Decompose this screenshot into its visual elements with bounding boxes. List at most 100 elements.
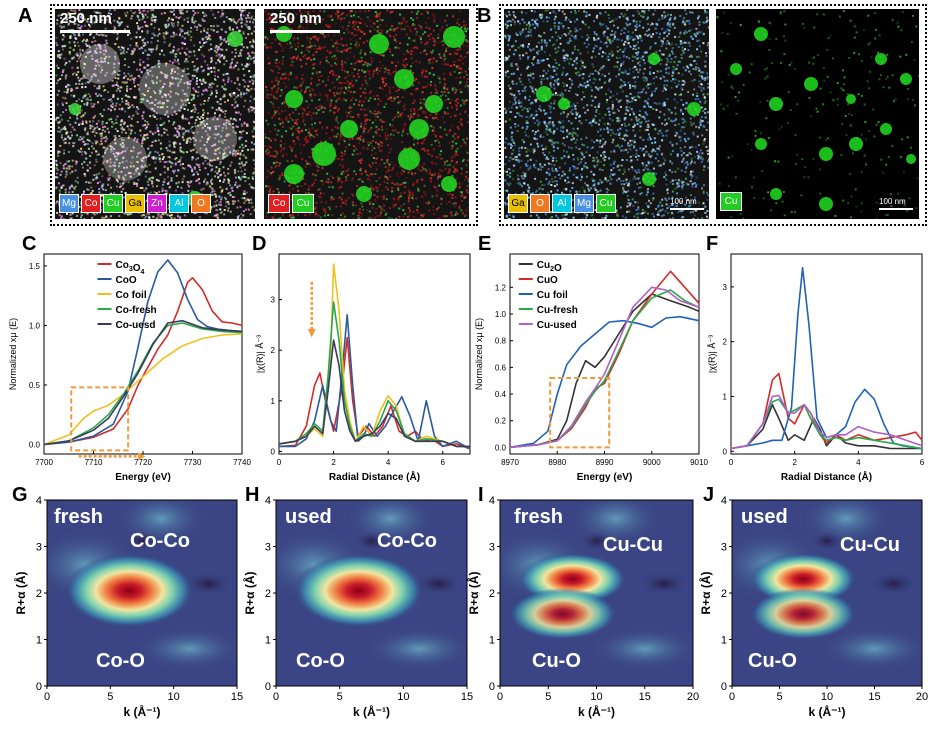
- y-tick-label: 1: [723, 392, 728, 401]
- legend-chip-cu: Cu: [720, 192, 742, 211]
- y-tick-label: 1: [265, 635, 271, 647]
- x-tick-label: 8980: [548, 458, 566, 467]
- legend-label: CuO: [537, 275, 558, 286]
- particle-cluster: [139, 63, 191, 115]
- wt-texture: [587, 626, 703, 671]
- x-tick-label: 6: [920, 458, 925, 467]
- y-tick-label: 0.0: [495, 443, 507, 452]
- wt-shell-label: Co-O: [96, 650, 145, 673]
- y-tick-label: 0: [36, 681, 42, 693]
- x-axis-title: k (Å⁻¹): [353, 704, 390, 719]
- wt-texture: [362, 626, 477, 671]
- y-axis-title: |χ(R)| Å⁻³: [255, 335, 265, 373]
- x-tick-label: 10: [168, 691, 180, 703]
- x-axis-title: Radial Distance (Å): [329, 470, 420, 483]
- scale-bar: [60, 30, 130, 33]
- legend-label: Cu2O: [537, 260, 562, 274]
- x-tick-label: 15: [231, 691, 243, 703]
- eds-speckle: [55, 9, 255, 219]
- particle-cluster: [103, 137, 147, 181]
- legend-label: Co-fresh: [116, 305, 157, 316]
- y-tick-label: 1.2: [495, 283, 507, 292]
- x-tick-label: 2: [331, 458, 336, 467]
- x-axis-title: Energy (eV): [115, 472, 171, 483]
- particle-cluster: [443, 26, 465, 48]
- y-tick-label: 0.6: [495, 363, 507, 372]
- particle-cluster: [441, 176, 457, 192]
- y-tick-label: 0.2: [495, 417, 507, 426]
- particle-cluster: [819, 197, 833, 211]
- scale-bar-label: 100 nm: [879, 197, 906, 206]
- particle-cluster: [642, 172, 656, 186]
- y-tick-label: 2: [36, 588, 42, 600]
- x-tick-label: 9000: [643, 458, 661, 467]
- x-tick-label: 0: [497, 691, 503, 703]
- y-tick-label: 0: [271, 447, 276, 456]
- x-tick-label: 8990: [596, 458, 614, 467]
- legend-chip-co: Co: [81, 194, 101, 213]
- wt-shell-label: Cu-Cu: [603, 534, 663, 557]
- eds-map-cu: [716, 9, 919, 219]
- y-tick-label: 3: [489, 542, 495, 554]
- eds-speckle: [716, 9, 919, 219]
- particle-cluster: [906, 154, 916, 164]
- y-tick-label: 3: [36, 542, 42, 554]
- particle-cluster: [409, 119, 429, 139]
- x-tick-label: 15: [868, 691, 880, 703]
- x-tick-label: 2: [792, 458, 797, 467]
- particle-cluster: [846, 94, 856, 104]
- particle-cluster: [648, 53, 660, 65]
- wt-peak: [294, 553, 424, 627]
- wt-tag-used: used: [285, 506, 332, 529]
- arrow-head: [308, 329, 316, 338]
- legend-chip-cu: Cu: [103, 194, 123, 213]
- y-tick-label: 0: [265, 681, 271, 693]
- particle-cluster: [536, 86, 552, 102]
- y-tick-label: 4: [489, 495, 495, 507]
- particle-cluster: [425, 95, 443, 113]
- x-tick-label: 20: [916, 691, 928, 703]
- x-axis-title: Energy (eV): [577, 472, 633, 483]
- plot-frame-c: [44, 254, 242, 454]
- particle-cluster: [875, 53, 887, 65]
- series-line-co-foil: [44, 334, 242, 445]
- wt-shell-label: Cu-O: [532, 650, 581, 673]
- eds-map-all-elements: [55, 9, 255, 219]
- legend-chip-ga: Ga: [125, 194, 145, 213]
- x-tick-label: 9010: [690, 458, 708, 467]
- y-axis-title: R+α (Å): [13, 571, 28, 614]
- panel-label-a: A: [18, 5, 32, 28]
- y-tick-label: 1: [721, 635, 727, 647]
- x-tick-label: 7700: [35, 458, 53, 467]
- y-tick-label: 1: [271, 397, 276, 406]
- scale-bar-label: 100 nm: [670, 197, 697, 206]
- series-line-coo: [44, 260, 242, 445]
- x-tick-label: 8970: [501, 458, 519, 467]
- scale-bar: [270, 30, 340, 33]
- scale-bar-label: 250 nm: [270, 10, 322, 27]
- x-tick-label: 7730: [184, 458, 202, 467]
- particle-cluster: [687, 102, 701, 116]
- wt-texture: [133, 626, 247, 671]
- y-tick-label: 4: [721, 495, 727, 507]
- particle-cluster: [285, 90, 303, 108]
- particle-cluster: [69, 103, 81, 115]
- particle-cluster: [804, 77, 818, 91]
- series-line-co-uesd: [279, 340, 470, 446]
- legend-label: CoO: [116, 275, 137, 286]
- y-tick-label: 2: [271, 346, 276, 355]
- y-tick-label: 2: [721, 588, 727, 600]
- legend-chip-co: Co: [268, 194, 290, 213]
- particle-cluster: [369, 34, 389, 54]
- legend-chip-mg: Mg: [59, 194, 79, 213]
- x-tick-label: 15: [461, 691, 473, 703]
- scale-bar: [879, 208, 913, 210]
- series-line-cu-foil: [731, 268, 922, 449]
- panel-label-b: B: [477, 5, 491, 28]
- particle-cluster: [849, 137, 863, 151]
- x-tick-label: 7740: [233, 458, 251, 467]
- series-line-co-uesd: [44, 321, 242, 445]
